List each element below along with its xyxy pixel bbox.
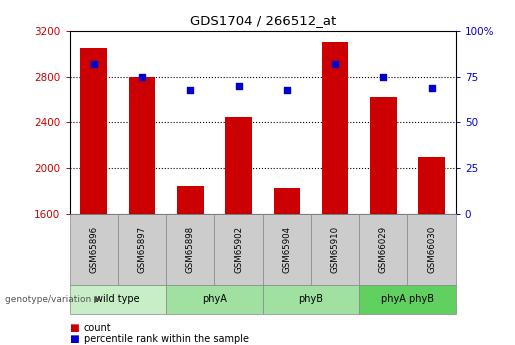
Text: GSM65904: GSM65904 <box>282 226 291 273</box>
Point <box>427 85 436 90</box>
Bar <box>225 117 252 345</box>
Bar <box>322 42 348 345</box>
Text: percentile rank within the sample: percentile rank within the sample <box>84 334 249 344</box>
Bar <box>370 97 397 345</box>
Text: GSM66029: GSM66029 <box>379 226 388 273</box>
Text: GSM65897: GSM65897 <box>138 226 146 273</box>
Point <box>283 87 291 92</box>
Text: GSM66030: GSM66030 <box>427 226 436 273</box>
Title: GDS1704 / 266512_at: GDS1704 / 266512_at <box>190 14 336 27</box>
Point <box>234 83 243 89</box>
Text: ■: ■ <box>70 324 79 333</box>
Bar <box>418 157 445 345</box>
Text: ■: ■ <box>70 334 79 344</box>
Text: GSM65898: GSM65898 <box>186 226 195 273</box>
Point <box>90 61 98 67</box>
Text: phyA: phyA <box>202 294 227 304</box>
Text: phyA phyB: phyA phyB <box>381 294 434 304</box>
Bar <box>273 188 300 345</box>
Text: wild type: wild type <box>95 294 140 304</box>
Bar <box>129 77 155 345</box>
Point <box>379 74 387 80</box>
Text: phyB: phyB <box>298 294 323 304</box>
Text: genotype/variation ▶: genotype/variation ▶ <box>5 295 101 304</box>
Text: GSM65902: GSM65902 <box>234 226 243 273</box>
Text: GSM65896: GSM65896 <box>89 226 98 273</box>
Text: count: count <box>84 324 112 333</box>
Point <box>138 74 146 80</box>
Point <box>186 87 194 92</box>
Text: GSM65910: GSM65910 <box>331 226 339 273</box>
Bar <box>80 48 107 345</box>
Bar <box>177 186 203 345</box>
Point <box>331 61 339 67</box>
